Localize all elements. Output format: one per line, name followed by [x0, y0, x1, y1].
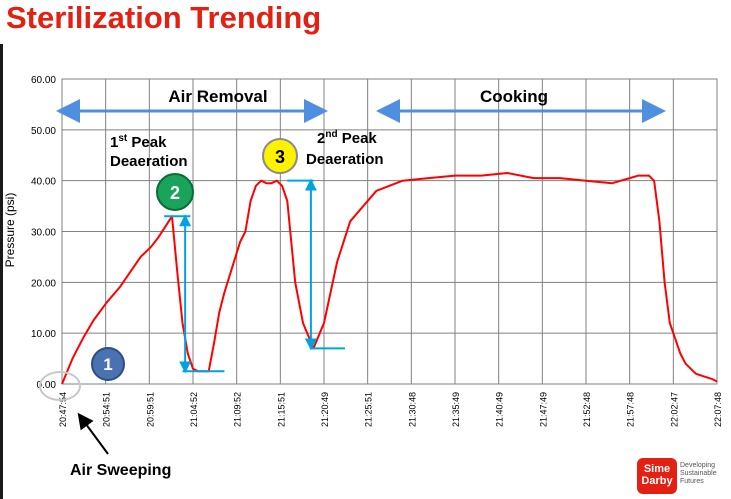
y-tick-label: 50.00 — [31, 126, 56, 137]
x-tick-label: 21:40:49 — [495, 392, 505, 427]
air-sweeping-arrow — [77, 412, 109, 455]
peak2-label-line2: Deaeration — [306, 151, 384, 168]
y-axis-ticks: 0.00 10.00 20.00 30.00 40.00 50.00 60.00 — [31, 75, 56, 391]
x-tick-label: 21:04:52 — [189, 392, 199, 427]
x-tick-label: 21:09:52 — [233, 392, 243, 427]
deaeration-range-markers — [164, 178, 345, 374]
x-tick-label: 21:35:49 — [451, 392, 461, 427]
phase-label-air-removal: Air Removal — [168, 87, 267, 106]
x-tick-label: 22:07:48 — [713, 392, 723, 427]
x-tick-label: 21:25:51 — [364, 392, 374, 427]
x-tick-label: 20:54:51 — [102, 392, 112, 427]
phase-label-cooking: Cooking — [480, 87, 548, 106]
air-sweeping-circle — [39, 371, 81, 401]
y-tick-label: 30.00 — [31, 228, 56, 239]
x-tick-label: 20:47:54 — [58, 392, 68, 427]
y-tick-label: 0.00 — [37, 380, 57, 391]
pressure-series-line — [61, 172, 718, 385]
marker-1-text: 1 — [103, 355, 112, 374]
left-border-rule — [0, 44, 3, 499]
tagline-line-3: Futures — [680, 478, 704, 485]
y-tick-label: 60.00 — [31, 75, 56, 86]
logo-line-2: Darby — [641, 475, 673, 487]
tagline-line-1: Developing — [680, 462, 716, 469]
tagline-line-2: Sustainable — [680, 470, 717, 477]
logo-line-1: Sime — [643, 463, 671, 475]
x-tick-label: 20:59:51 — [145, 392, 155, 427]
y-tick-label: 40.00 — [31, 177, 56, 188]
x-tick-label: 22:02:47 — [669, 392, 679, 427]
x-tick-label: 21:20:49 — [320, 392, 330, 427]
peak2-label-line1: 2nd Peak — [317, 129, 377, 147]
y-axis-label: Pressure (psi) — [3, 193, 17, 268]
marker-2-text: 2 — [170, 183, 180, 203]
x-tick-label: 21:57:48 — [626, 392, 636, 427]
x-tick-label: 21:30:48 — [407, 392, 417, 427]
grid-lines — [61, 78, 718, 385]
peak1-label-line1: 1st Peak — [110, 133, 167, 151]
x-tick-label: 21:47:49 — [538, 392, 548, 427]
x-axis-ticks: 20:47:54 20:54:51 20:59:51 21:04:52 21:09:52… — [58, 392, 723, 427]
peak1-label-line2: Deaeration — [110, 153, 188, 170]
marker-3-badge — [262, 138, 298, 174]
marker-3-text: 3 — [275, 147, 285, 167]
marker-2-badge — [156, 173, 194, 211]
y-tick-label: 10.00 — [31, 329, 56, 340]
y-tick-label: 20.00 — [31, 278, 56, 289]
x-tick-label: 21:52:48 — [582, 392, 592, 427]
page-title: Sterilization Trending — [6, 0, 322, 35]
brand-tagline: Developing Sustainable Futures — [680, 462, 730, 486]
marker-1-badge — [91, 347, 125, 381]
air-sweeping-label: Air Sweeping — [70, 462, 171, 479]
x-tick-label: 21:15:51 — [276, 392, 286, 427]
sime-darby-logo: Sime Darby — [637, 458, 677, 494]
